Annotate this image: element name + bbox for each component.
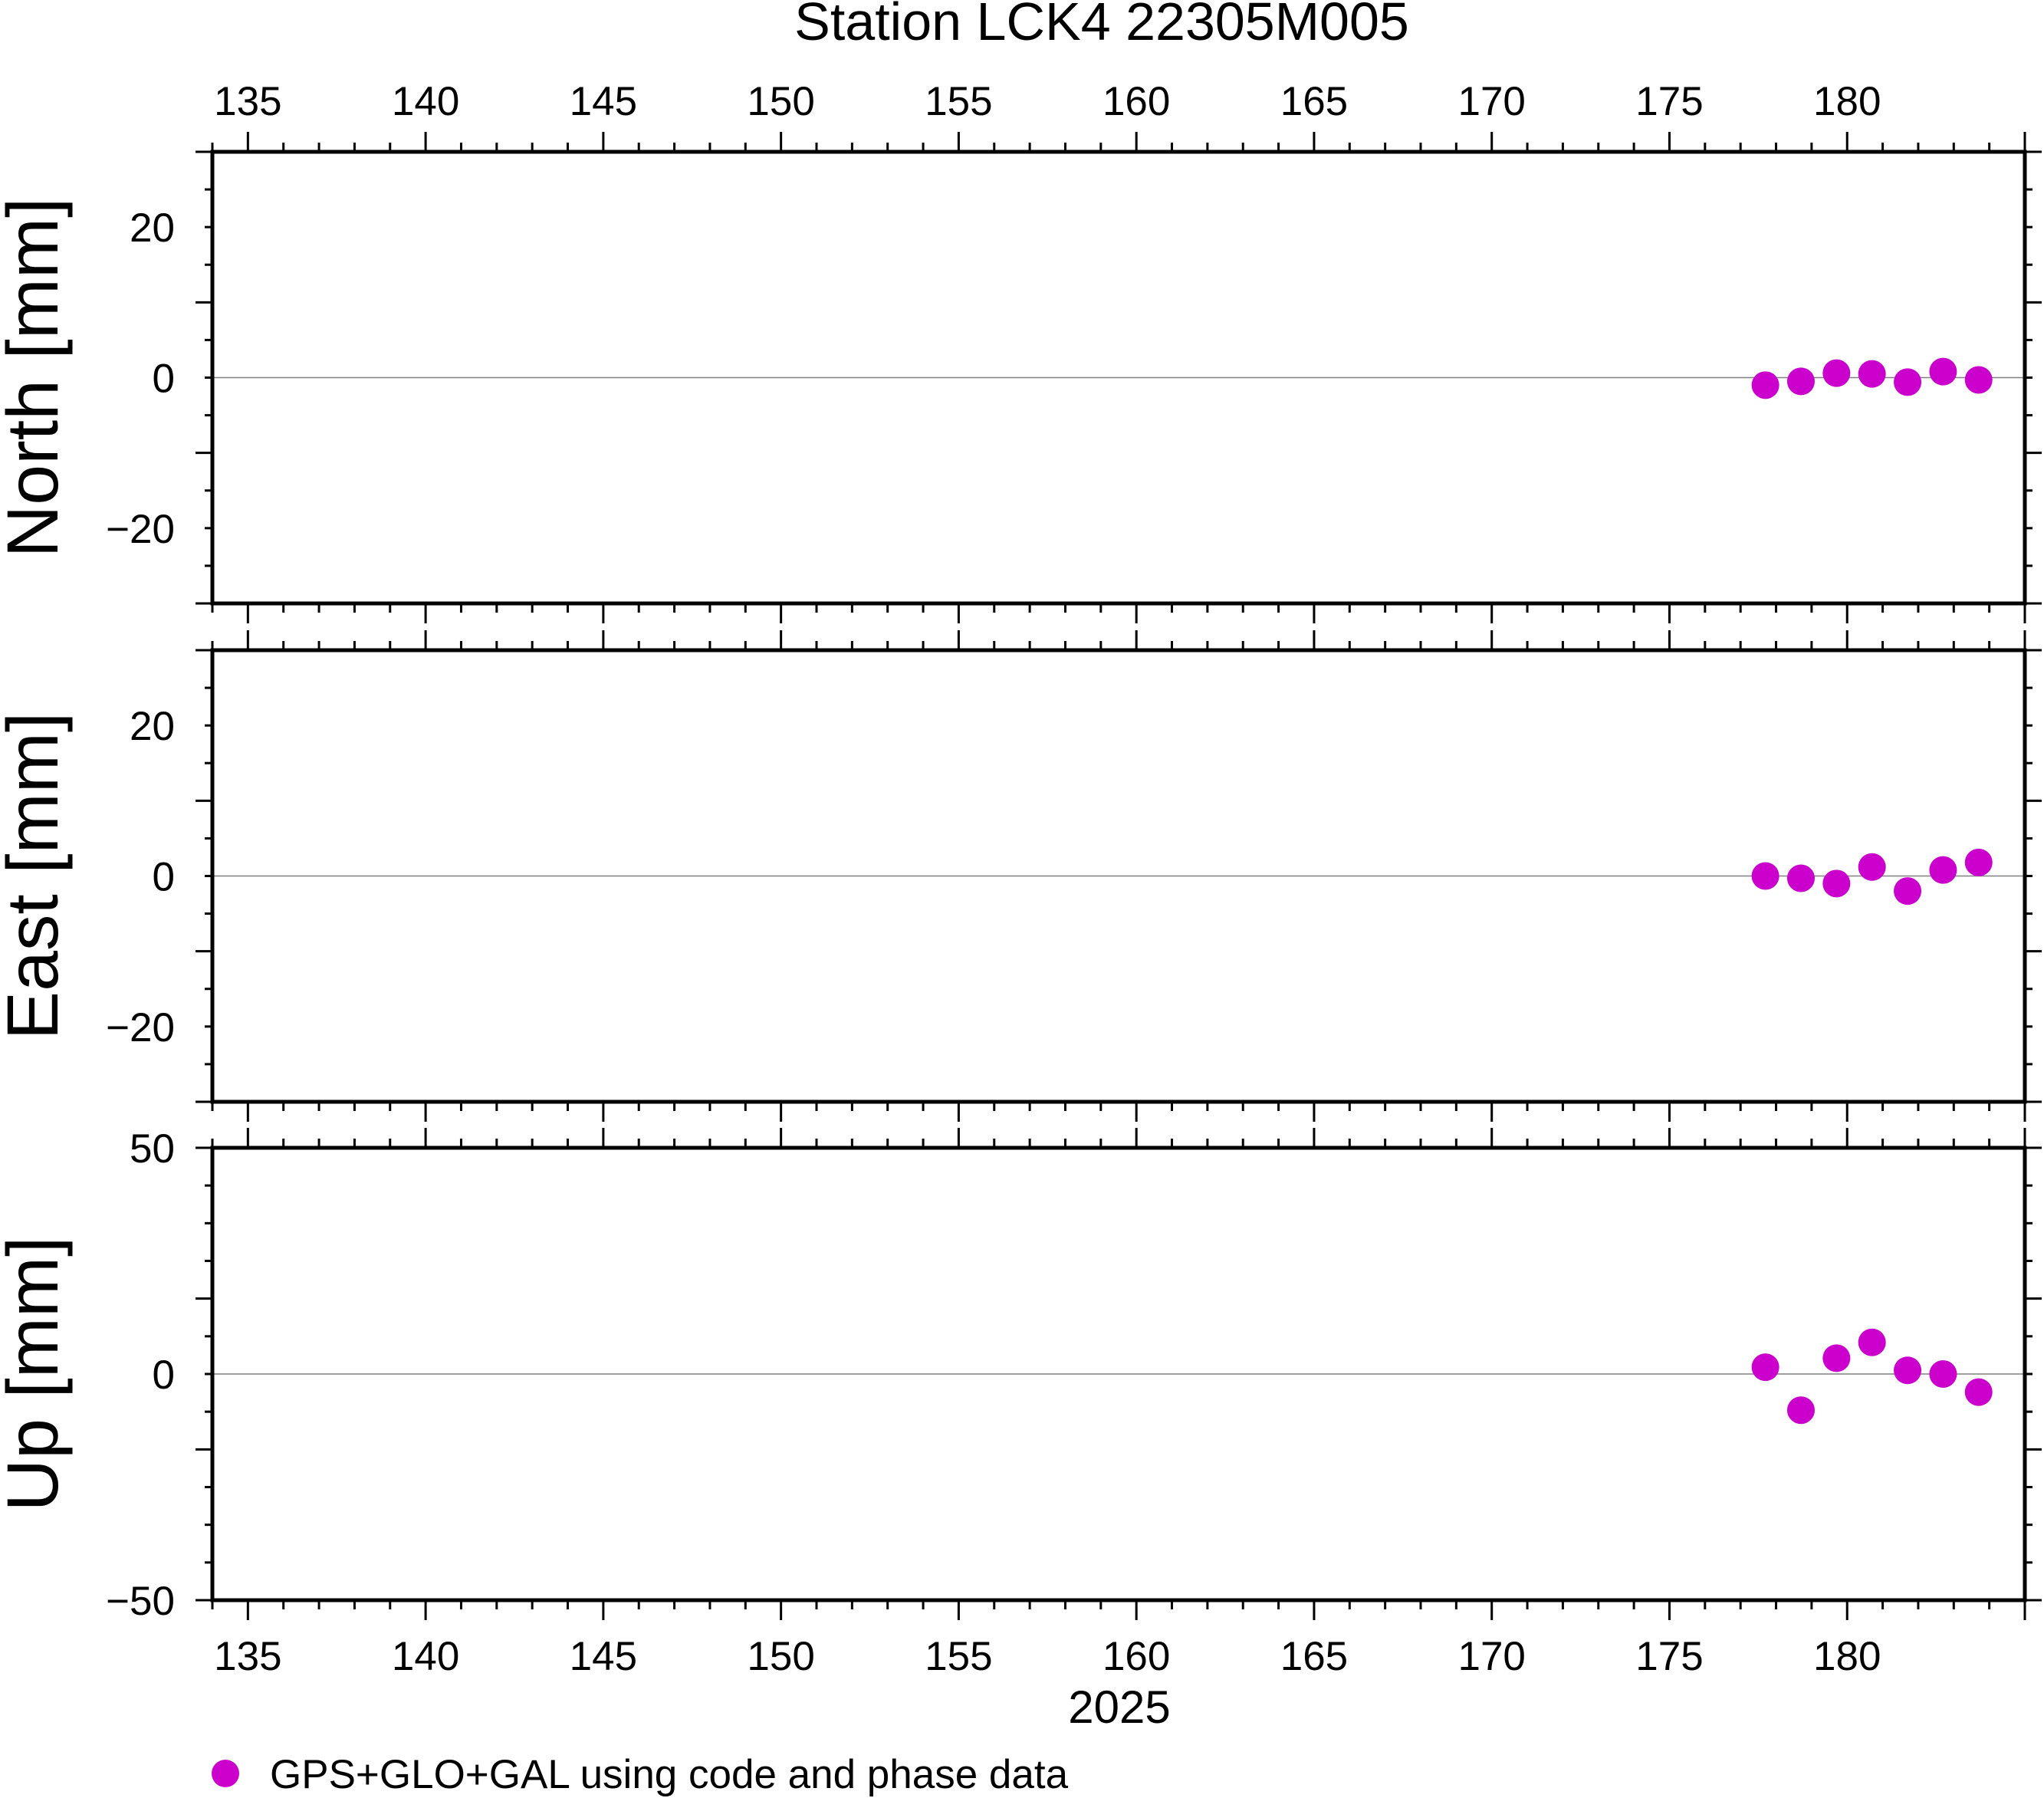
data-point bbox=[1822, 869, 1851, 898]
y-tick-label: −50 bbox=[106, 1579, 175, 1624]
x-tick-label: 180 bbox=[1813, 1634, 1881, 1679]
panel-east: 20 0 −20 East [mm] bbox=[0, 630, 2042, 1122]
y-tick-label: 20 bbox=[130, 205, 175, 251]
data-point bbox=[1964, 848, 1993, 876]
data-point bbox=[1786, 367, 1815, 396]
plot-frame bbox=[210, 648, 2027, 1104]
panel-north: 20 0 −20 North [mm] bbox=[0, 132, 2042, 623]
data-point bbox=[1751, 371, 1779, 399]
data-point bbox=[1858, 360, 1886, 388]
data-point bbox=[1822, 359, 1851, 387]
data-point bbox=[1751, 862, 1779, 890]
data-point bbox=[1894, 877, 1922, 906]
y-tick-label: 0 bbox=[153, 855, 175, 900]
x-tick-label-top: 170 bbox=[1457, 79, 1525, 124]
y-tick-label: −20 bbox=[106, 507, 175, 552]
legend-marker bbox=[212, 1760, 239, 1787]
y-tick-label: 50 bbox=[130, 1126, 175, 1172]
x-tick-label: 160 bbox=[1103, 1634, 1170, 1679]
plot-frame bbox=[210, 1146, 2027, 1602]
x-tick-label-top: 155 bbox=[925, 79, 992, 124]
x-tick-label: 170 bbox=[1457, 1634, 1525, 1679]
data-point bbox=[1964, 366, 1993, 394]
data-point bbox=[1858, 853, 1886, 881]
x-tick-label-top: 145 bbox=[570, 79, 637, 124]
data-point bbox=[1929, 1360, 1957, 1388]
data-point bbox=[1822, 1344, 1851, 1372]
panel-up: 50 0 −50 Up [mm] bbox=[0, 1126, 2042, 1624]
data-point bbox=[1929, 357, 1957, 386]
y-tick-label: 20 bbox=[130, 704, 175, 749]
data-point bbox=[1894, 368, 1922, 396]
chart-title: Station LCK4 22305M005 bbox=[794, 0, 1409, 51]
y-axis-label: Up [mm] bbox=[0, 1237, 74, 1512]
x-tick-label: 150 bbox=[747, 1634, 814, 1679]
x-tick-label: 165 bbox=[1280, 1634, 1348, 1679]
data-point bbox=[1751, 1353, 1779, 1382]
x-tick-label: 155 bbox=[925, 1634, 992, 1679]
legend-label: GPS+GLO+GAL using code and phase data bbox=[270, 1752, 1069, 1797]
x-tick-label-top: 160 bbox=[1103, 79, 1170, 124]
x-tick-label: 135 bbox=[214, 1634, 281, 1679]
legend: GPS+GLO+GAL using code and phase data bbox=[212, 1752, 1069, 1797]
x-tick-label: 140 bbox=[392, 1634, 459, 1679]
x-tick-label: 175 bbox=[1635, 1634, 1703, 1679]
data-point bbox=[1786, 1396, 1815, 1425]
x-tick-label-top: 135 bbox=[214, 79, 281, 124]
x-tick-label-top: 175 bbox=[1635, 79, 1703, 124]
y-axis-label: North [mm] bbox=[0, 198, 74, 558]
data-point bbox=[1929, 856, 1957, 884]
x-tick-label-top: 150 bbox=[747, 79, 814, 124]
data-point bbox=[1894, 1356, 1922, 1385]
y-tick-label: −20 bbox=[106, 1005, 175, 1050]
y-tick-label: 0 bbox=[153, 357, 175, 402]
x-tick-label-top: 165 bbox=[1280, 79, 1348, 124]
x-axis-label: 2025 bbox=[1068, 1681, 1170, 1733]
x-tick-label: 145 bbox=[570, 1634, 637, 1679]
plot-frame bbox=[210, 150, 2027, 606]
data-point bbox=[1858, 1328, 1886, 1356]
x-tick-label-top: 140 bbox=[392, 79, 459, 124]
y-tick-label: 0 bbox=[153, 1353, 175, 1398]
x-tick-label-top: 180 bbox=[1813, 79, 1881, 124]
y-axis-label: East [mm] bbox=[0, 712, 74, 1040]
data-point bbox=[1964, 1378, 1993, 1406]
data-point bbox=[1786, 864, 1815, 892]
